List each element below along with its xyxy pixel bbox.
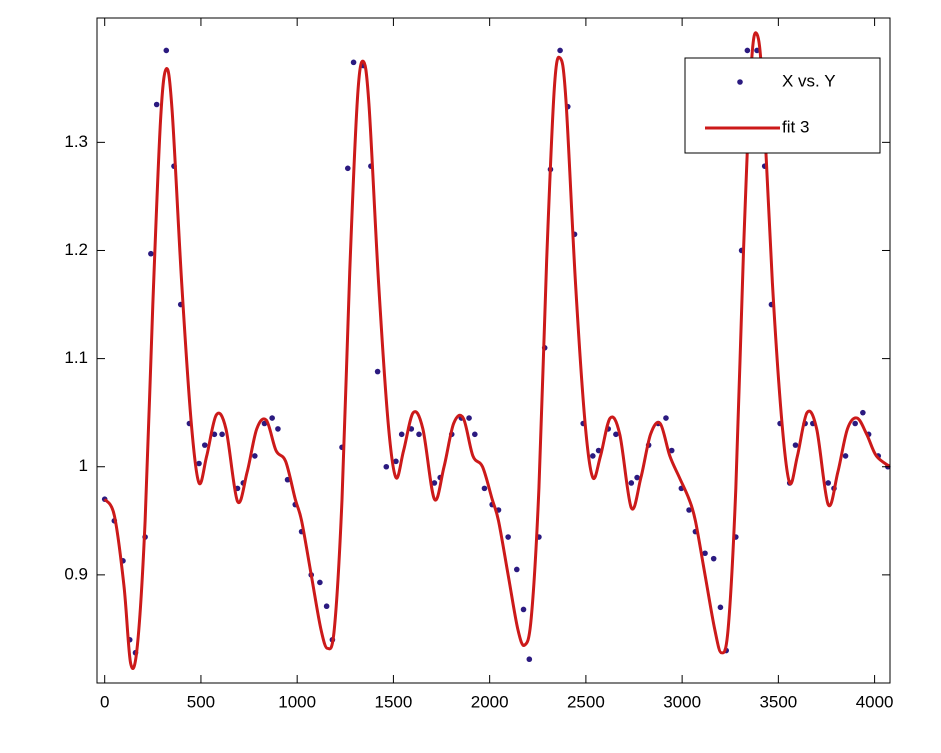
data-point: [466, 415, 472, 421]
data-point: [252, 453, 258, 459]
data-point: [196, 460, 202, 467]
x-tick-label: 1000: [278, 692, 316, 711]
data-point: [590, 453, 596, 459]
data-point: [663, 415, 669, 421]
data-point: [148, 250, 154, 257]
data-point: [628, 480, 635, 486]
data-point: [668, 447, 675, 454]
y-tick-label: 1.2: [64, 240, 88, 259]
data-point: [398, 431, 405, 438]
data-point: [323, 603, 330, 610]
data-point: [163, 47, 170, 54]
data-point: [557, 47, 563, 54]
data-point: [825, 480, 832, 486]
data-point: [219, 431, 225, 438]
fit-line: [103, 31, 890, 670]
data-point: [686, 507, 692, 513]
data-point: [416, 431, 422, 438]
data-point: [613, 431, 619, 438]
data-point: [383, 463, 390, 470]
y-tick-label: 1: [79, 456, 88, 475]
x-tick-label: 1500: [374, 692, 412, 711]
data-point: [317, 579, 323, 586]
data-point: [393, 458, 399, 465]
y-tick-label: 1.3: [64, 132, 88, 151]
data-point: [481, 485, 488, 492]
data-point: [744, 47, 751, 54]
y-tick-label: 1.1: [64, 348, 88, 367]
data-point: [526, 656, 533, 663]
legend-box: [684, 57, 881, 154]
x-tick-label: 2500: [567, 692, 605, 711]
data-point: [702, 550, 708, 557]
data-point: [860, 409, 866, 416]
data-point: [710, 555, 717, 562]
legend-marker: [737, 79, 743, 85]
data-point: [153, 101, 160, 108]
data-point: [717, 604, 724, 611]
x-tick-label: 3500: [759, 692, 797, 711]
x-tick-label: 3000: [663, 692, 701, 711]
data-point: [275, 426, 281, 432]
data-point: [374, 368, 381, 375]
axes-box: [96, 17, 891, 684]
data-point: [634, 474, 640, 481]
data-point: [350, 59, 357, 66]
data-point: [513, 566, 520, 573]
x-tick-label: 500: [187, 692, 215, 711]
data-point: [842, 453, 849, 459]
data-point: [792, 442, 799, 448]
data-point: [344, 165, 351, 172]
data-point: [211, 431, 218, 438]
data-point: [201, 442, 208, 448]
legend-label: fit 3: [782, 117, 809, 136]
data-point: [520, 606, 527, 613]
y-tick-label: 0.9: [64, 564, 88, 583]
x-tick-label: 0: [100, 692, 109, 711]
data-point: [472, 431, 478, 438]
x-tick-label: 2000: [471, 692, 509, 711]
data-point: [505, 534, 511, 540]
x-tick-label: 4000: [856, 692, 894, 711]
data-point: [852, 420, 858, 427]
data-point: [269, 415, 275, 421]
data-point: [431, 480, 438, 486]
data-point: [595, 447, 602, 454]
legend-label: X vs. Y: [782, 71, 836, 90]
